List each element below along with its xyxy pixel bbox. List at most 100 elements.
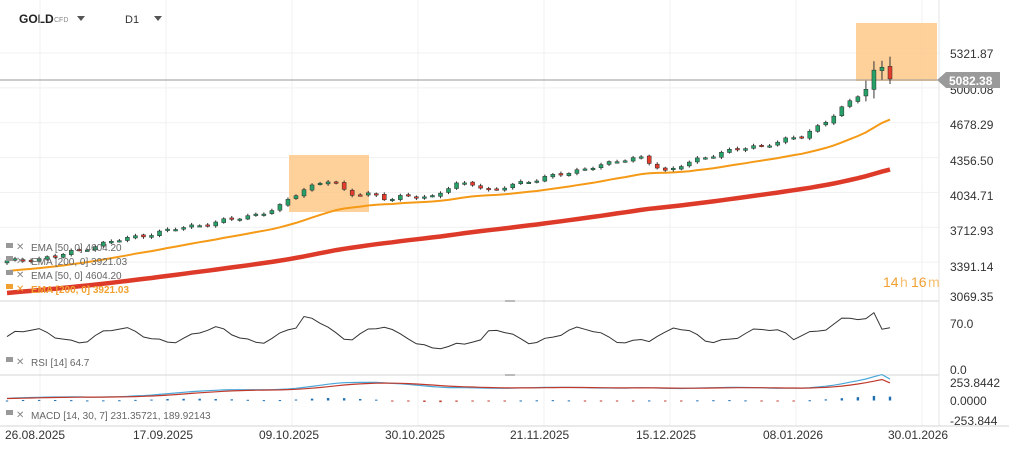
candle-up bbox=[630, 157, 636, 162]
pane-resize-handle-top[interactable] bbox=[505, 300, 515, 302]
candle-up bbox=[695, 157, 700, 163]
macd-histogram-bar bbox=[776, 400, 779, 402]
candle-up bbox=[390, 199, 395, 202]
macd-histogram-bar bbox=[664, 400, 667, 402]
close-icon[interactable]: ✕ bbox=[16, 357, 24, 368]
candle-up bbox=[462, 182, 467, 185]
close-icon[interactable]: ✕ bbox=[16, 284, 24, 295]
macd-histogram-bar bbox=[375, 399, 378, 401]
legend-row-ema-a[interactable]: ✕ EMA [50, 0] 4604.20 bbox=[6, 242, 122, 254]
candle-up bbox=[783, 137, 788, 143]
candle-up bbox=[157, 230, 162, 236]
candle-up bbox=[454, 182, 459, 189]
timeframe-label[interactable]: D1 bbox=[125, 14, 139, 26]
indicator-settings-icon[interactable] bbox=[6, 270, 13, 275]
candle-up bbox=[36, 258, 42, 262]
macd-histogram-bar bbox=[70, 400, 73, 402]
close-icon[interactable]: ✕ bbox=[16, 242, 24, 253]
macd-histogram-bar bbox=[342, 398, 346, 401]
price-tick: 4034.71 bbox=[950, 189, 994, 203]
current-price-value: 5082.38 bbox=[949, 74, 993, 88]
candle-down bbox=[374, 193, 379, 196]
candle-down bbox=[333, 181, 339, 184]
candle-up bbox=[606, 161, 612, 165]
legend-row-ema-d[interactable]: ✕ EMA [200, 0] 3921.03 bbox=[6, 284, 129, 296]
legend-ema-c: EMA [50, 0] 4604.20 bbox=[31, 271, 122, 282]
candle-up bbox=[638, 156, 644, 159]
current-price-tag: 5082.38 bbox=[937, 72, 1000, 88]
candle-up bbox=[237, 218, 243, 221]
candle-up bbox=[879, 66, 885, 71]
macd-histogram-bar bbox=[37, 399, 41, 401]
candle-down bbox=[558, 173, 564, 176]
candle-up bbox=[590, 167, 596, 171]
date-tick: 15.12.2025 bbox=[636, 428, 696, 442]
candle-up bbox=[518, 181, 523, 184]
candle-up bbox=[398, 195, 403, 200]
close-icon[interactable]: ✕ bbox=[16, 256, 24, 267]
candlesticks bbox=[4, 56, 893, 265]
candle-up bbox=[85, 249, 90, 252]
chart-header: GOLD CFD D1 bbox=[19, 12, 162, 26]
indicator-settings-icon[interactable] bbox=[6, 256, 13, 261]
date-tick: 08.01.2026 bbox=[763, 428, 823, 442]
indicator-settings-icon[interactable] bbox=[6, 410, 13, 415]
candle-up bbox=[109, 241, 114, 244]
legend-row-macd[interactable]: ✕ MACD [14, 30, 7] 231.35721, 189.92143 bbox=[6, 410, 211, 422]
candle-down bbox=[357, 194, 363, 197]
candle-up bbox=[149, 235, 154, 238]
candle-down bbox=[229, 217, 235, 220]
countdown-minutes: 16 bbox=[911, 274, 927, 290]
indicator-legend[interactable]: ✕ EMA [50, 0] 4604.20 ✕ EMA [200, 0] 392… bbox=[6, 242, 211, 422]
indicator-settings-icon[interactable] bbox=[6, 284, 13, 289]
candle-up bbox=[4, 260, 10, 264]
macd-histogram-bar bbox=[840, 398, 844, 401]
close-icon[interactable]: ✕ bbox=[16, 410, 24, 421]
symbol-dropdown-icon[interactable] bbox=[77, 16, 85, 21]
countdown-hours-unit: h bbox=[900, 274, 908, 290]
macd-histogram-bar bbox=[744, 400, 747, 402]
legend-row-ema-c[interactable]: ✕ EMA [50, 0] 4604.20 bbox=[6, 270, 122, 282]
candle-up bbox=[101, 241, 106, 247]
candle-countdown: 14 h 16 m bbox=[883, 274, 940, 290]
legend-row-rsi[interactable]: ✕ RSI [14] 64.7 bbox=[6, 357, 90, 369]
macd-signal-line bbox=[6, 378, 891, 400]
candle-up bbox=[510, 183, 515, 189]
macd-pane bbox=[5, 373, 892, 403]
legend-ema-b: EMA [200, 0] 3921.03 bbox=[31, 257, 128, 268]
macd-histogram-bar bbox=[696, 400, 699, 402]
timeframe-dropdown-icon[interactable] bbox=[154, 16, 162, 21]
candle-down bbox=[478, 185, 483, 189]
date-axis[interactable]: 26.08.2025 17.09.2025 09.10.2025 30.10.2… bbox=[5, 428, 948, 442]
macd-histogram-bar bbox=[423, 400, 426, 402]
price-tick: 3391.14 bbox=[950, 260, 994, 274]
candle-up bbox=[526, 181, 532, 184]
candle-up bbox=[189, 224, 194, 228]
indicator-settings-icon[interactable] bbox=[6, 243, 13, 248]
candle-down bbox=[52, 255, 58, 258]
symbol-label[interactable]: GOLD bbox=[19, 12, 54, 26]
price-tick: 4678.29 bbox=[950, 118, 994, 132]
macd-histogram-bar bbox=[487, 400, 490, 402]
candle-up bbox=[815, 125, 821, 132]
candle-up bbox=[438, 192, 443, 197]
candle-down bbox=[382, 194, 387, 201]
candle-down bbox=[76, 249, 82, 252]
candle-down bbox=[759, 144, 764, 147]
candle-up bbox=[44, 256, 50, 260]
macd-histogram-bar bbox=[519, 400, 522, 402]
close-icon[interactable]: ✕ bbox=[16, 270, 24, 281]
candle-up bbox=[871, 69, 877, 90]
candle-up bbox=[550, 174, 556, 178]
macd-histogram-bar bbox=[391, 400, 394, 402]
pane-resize-handle[interactable] bbox=[505, 374, 515, 376]
legend-row-ema-b[interactable]: ✕ EMA [200, 0] 3921.03 bbox=[6, 256, 128, 268]
legend-ema-d: EMA [200, 0] 3921.03 bbox=[31, 285, 129, 296]
macd-histogram-bar bbox=[712, 400, 715, 402]
candle-up bbox=[173, 229, 178, 232]
macd-histogram-bar bbox=[214, 398, 217, 401]
rsi-tick: 70.0 bbox=[950, 317, 974, 331]
macd-histogram-bar bbox=[326, 398, 330, 401]
indicator-settings-icon[interactable] bbox=[6, 357, 13, 362]
